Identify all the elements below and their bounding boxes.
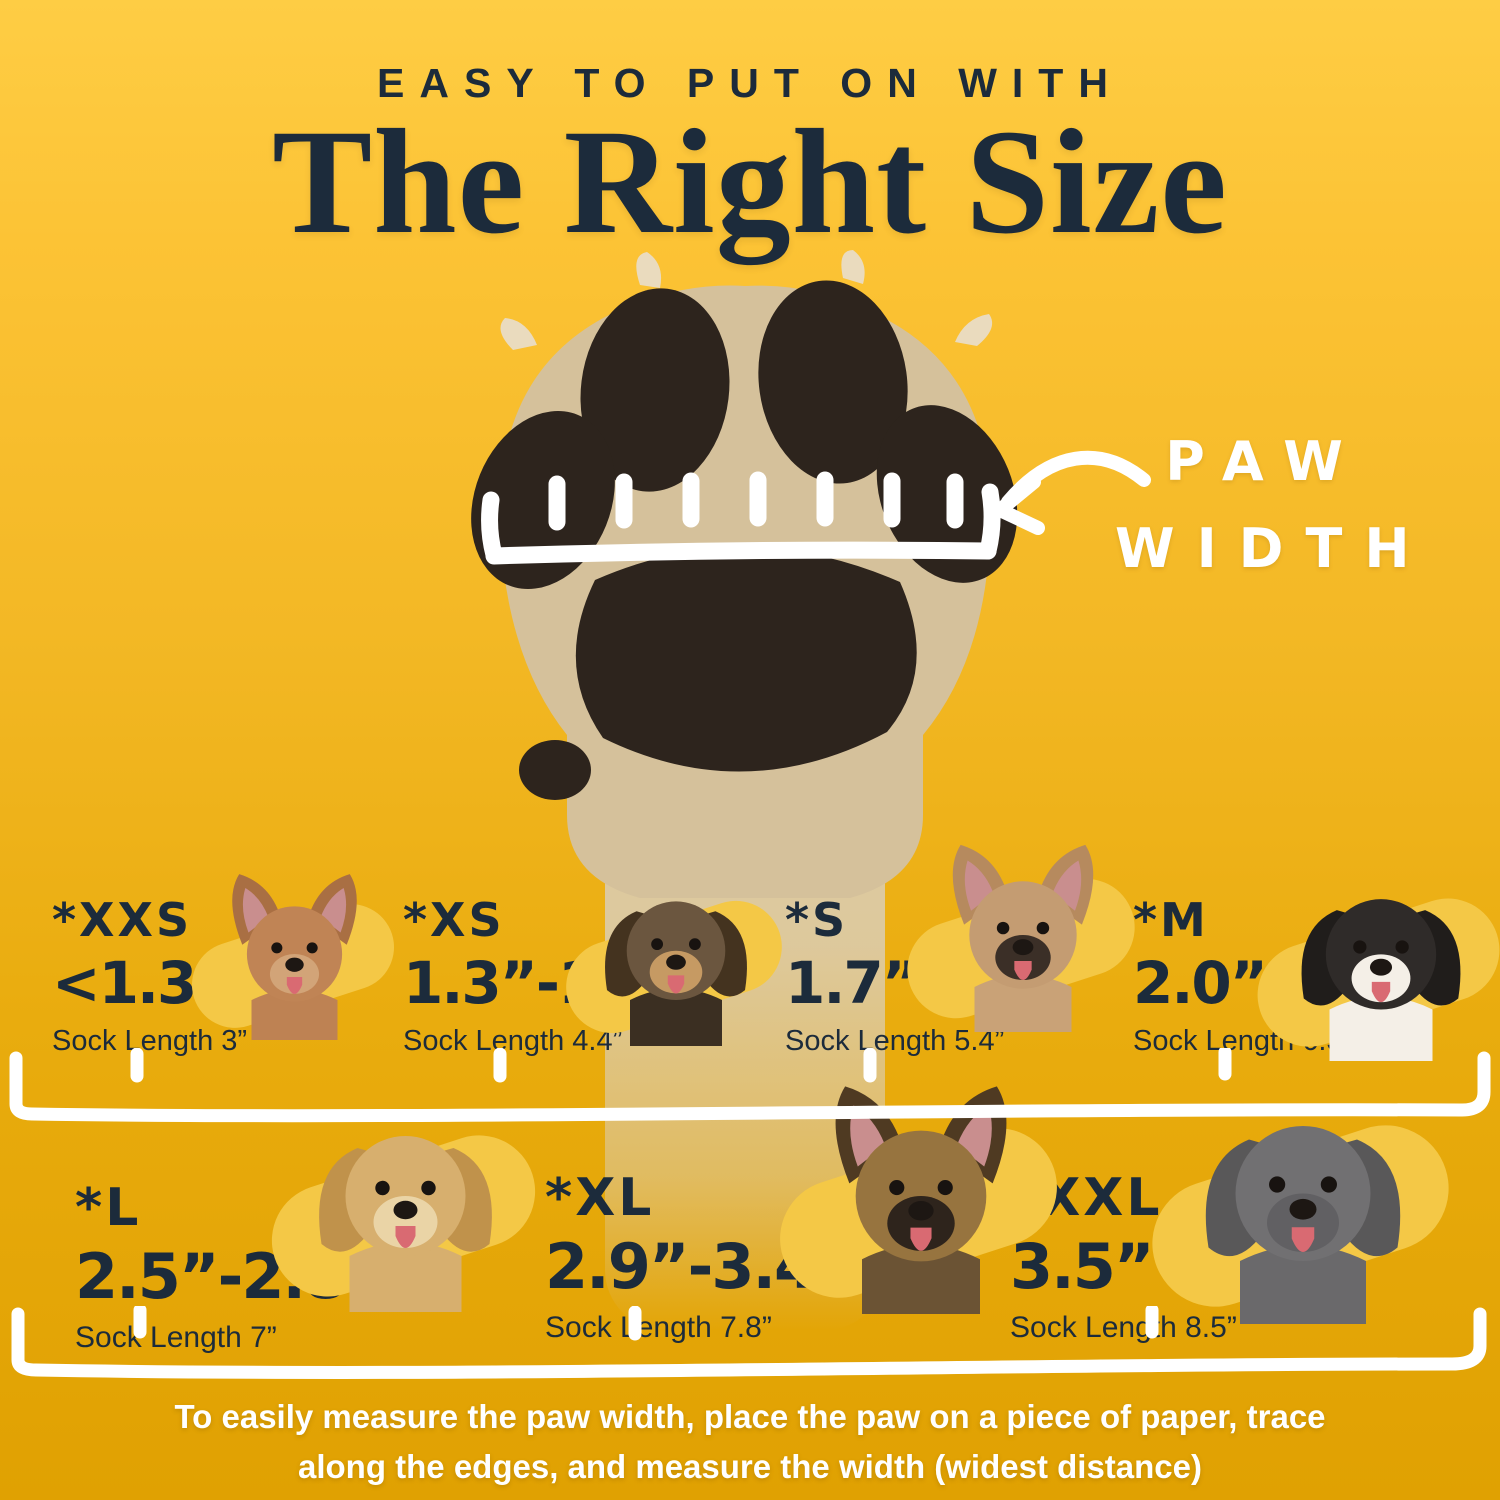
instructions-line1: To easily measure the paw width, place t… xyxy=(174,1398,1326,1435)
sock-length: Sock Length 5.4” xyxy=(785,1025,1005,1057)
yorkshire-terrier-dog-icon xyxy=(554,862,794,1046)
curved-arrow-left-icon xyxy=(993,450,1151,535)
paw-width-annotation: PAW WIDTH xyxy=(1115,418,1415,593)
sock-length: Sock Length 7” xyxy=(75,1321,277,1354)
french-bulldog-dog-icon xyxy=(894,838,1148,1032)
size-tag: *M xyxy=(1133,893,1209,947)
paw-width-line2: WIDTH xyxy=(1115,517,1432,581)
size-tag: *XS xyxy=(403,893,505,947)
sock-length: Sock Length 7.8” xyxy=(545,1311,772,1344)
instructions-line2: along the edges, and measure the width (… xyxy=(297,1447,1202,1485)
paw-width-line1: PAW xyxy=(1165,430,1365,493)
header-kicker: EASY TO PUT ON WITH xyxy=(377,60,1123,106)
chihuahua-dog-icon xyxy=(180,868,405,1040)
australian-shepherd-dog-icon xyxy=(1244,855,1500,1061)
row1-bracket-line xyxy=(9,1048,1491,1123)
size-tag: *XXS xyxy=(52,893,193,947)
sock-length: Sock Length 3” xyxy=(52,1025,248,1057)
size-tag: *XL xyxy=(545,1168,655,1228)
sock-length: Sock Length 8.5” xyxy=(1010,1311,1237,1344)
page-title: The Right Size xyxy=(272,99,1228,265)
row2-bracket-line xyxy=(11,1306,1487,1379)
size-tag: *L xyxy=(75,1178,142,1238)
sock-length: Sock Length 4.4” xyxy=(403,1025,623,1057)
measuring-instructions: To easily measure the paw width, place t… xyxy=(0,1392,1500,1491)
size-tag: *S xyxy=(785,893,849,947)
paw-width-measure-line xyxy=(481,471,1001,565)
